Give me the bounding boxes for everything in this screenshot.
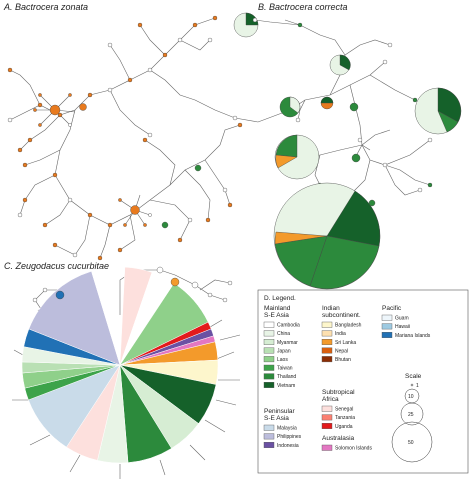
- legend-group-title: Subtropical: [322, 389, 355, 396]
- legend-swatch: [321, 414, 333, 421]
- legend-item-label: Hawaii: [395, 324, 410, 330]
- legend-group-title: S-E Asia: [264, 415, 289, 422]
- legend-item-label: Bangladesh: [335, 323, 362, 329]
- scale-label-25: 25: [408, 412, 414, 418]
- legend-item-label: Guam: [395, 316, 409, 322]
- legend-swatch: [263, 442, 275, 448]
- legend-item-label: India: [335, 331, 346, 337]
- legend-swatch: [263, 347, 275, 354]
- legend-swatch: [263, 339, 275, 345]
- panel-c-title: C. Zeugodacus cucurbitae: [4, 261, 109, 271]
- legend-group-title: Mainland: [264, 305, 291, 312]
- legend-item-label: China: [277, 331, 290, 337]
- legend-swatch: [263, 373, 275, 380]
- legend-frame: [257, 289, 469, 474]
- legend-swatch: [263, 321, 275, 328]
- legend-swatch: [263, 364, 275, 371]
- legend-swatch: [321, 330, 333, 337]
- legend-item-label: Nepal: [335, 348, 348, 354]
- legend-item-label: Mariana Islands: [395, 333, 431, 339]
- scale-label-1: 1: [416, 383, 419, 389]
- legend-group-title: Africa: [322, 396, 339, 403]
- scale-circle-25: [400, 402, 424, 426]
- panel-a-title: A. Bactrocera zonata: [3, 2, 88, 12]
- legend-item-label: Senegal: [335, 407, 353, 413]
- legend-item-label: Bhutan: [335, 357, 351, 363]
- pie-c-slice: [91, 268, 121, 366]
- network-a: [9, 17, 259, 259]
- legend-swatch: [263, 424, 275, 431]
- legend-item-label: Taiwan: [277, 366, 293, 372]
- scale-title: Scale: [405, 373, 422, 380]
- legend-swatch: [321, 356, 333, 363]
- legend-group-title: subcontinent.: [322, 312, 361, 319]
- legend-item-label: Indonesia: [277, 443, 299, 449]
- legend-group-title: Pacific: [382, 305, 402, 312]
- legend-swatch: [263, 433, 275, 440]
- legend-swatch: [263, 356, 275, 363]
- network-b-pies: [233, 12, 462, 290]
- legend-swatch: [381, 332, 393, 338]
- legend-swatch: [263, 330, 275, 337]
- legend-item-label: Philippines: [277, 434, 302, 440]
- legend-swatch: [321, 405, 333, 412]
- legend-item-label: Myanmar: [277, 340, 298, 346]
- legend-item-label: Solomon Islands: [335, 446, 372, 452]
- pie-c: [21, 266, 219, 464]
- legend-swatch: [321, 347, 333, 354]
- legend-item-label: Uganda: [335, 424, 353, 430]
- legend-swatch: [381, 323, 393, 330]
- legend-swatch: [321, 423, 333, 429]
- legend-item-label: Vietnam: [277, 383, 295, 389]
- network-c-nodes: [32, 266, 233, 303]
- scale-label-50: 50: [408, 440, 414, 446]
- legend-swatch: [263, 382, 275, 388]
- scale-label-10: 10: [408, 394, 414, 400]
- network-a-nodes: [7, 15, 243, 261]
- legend-swatch: [321, 339, 333, 345]
- pie-c-slice: [28, 270, 121, 366]
- legend-item-label: Laos: [277, 357, 288, 363]
- scale-circle-50: [391, 421, 433, 463]
- legend-swatch: [321, 444, 333, 451]
- legend-item-label: Cambodia: [277, 323, 300, 329]
- legend-group-title: Australasia: [322, 435, 355, 442]
- legend-swatch: [381, 314, 393, 321]
- legend-group-title: Indian: [322, 305, 340, 312]
- legend-group-title: Peninsular: [264, 408, 296, 415]
- legend-item-label: Thailand: [277, 374, 296, 380]
- legend-swatch: [321, 321, 333, 328]
- legend-item-label: Malaysia: [277, 426, 297, 432]
- legend-item-label: Sri Lanka: [335, 340, 356, 346]
- panel-b-title: B. Bactrocera correcta: [258, 2, 348, 12]
- legend-title: D. Legend.: [264, 295, 296, 302]
- scale-legend: Scale 1 10 25 50: [391, 373, 433, 463]
- legend-item-label: Japan: [277, 348, 291, 354]
- scale-circle-1: [410, 383, 414, 387]
- legend-group-title: S-E Asia: [264, 312, 289, 319]
- legend-item-label: Tanzania: [335, 415, 355, 421]
